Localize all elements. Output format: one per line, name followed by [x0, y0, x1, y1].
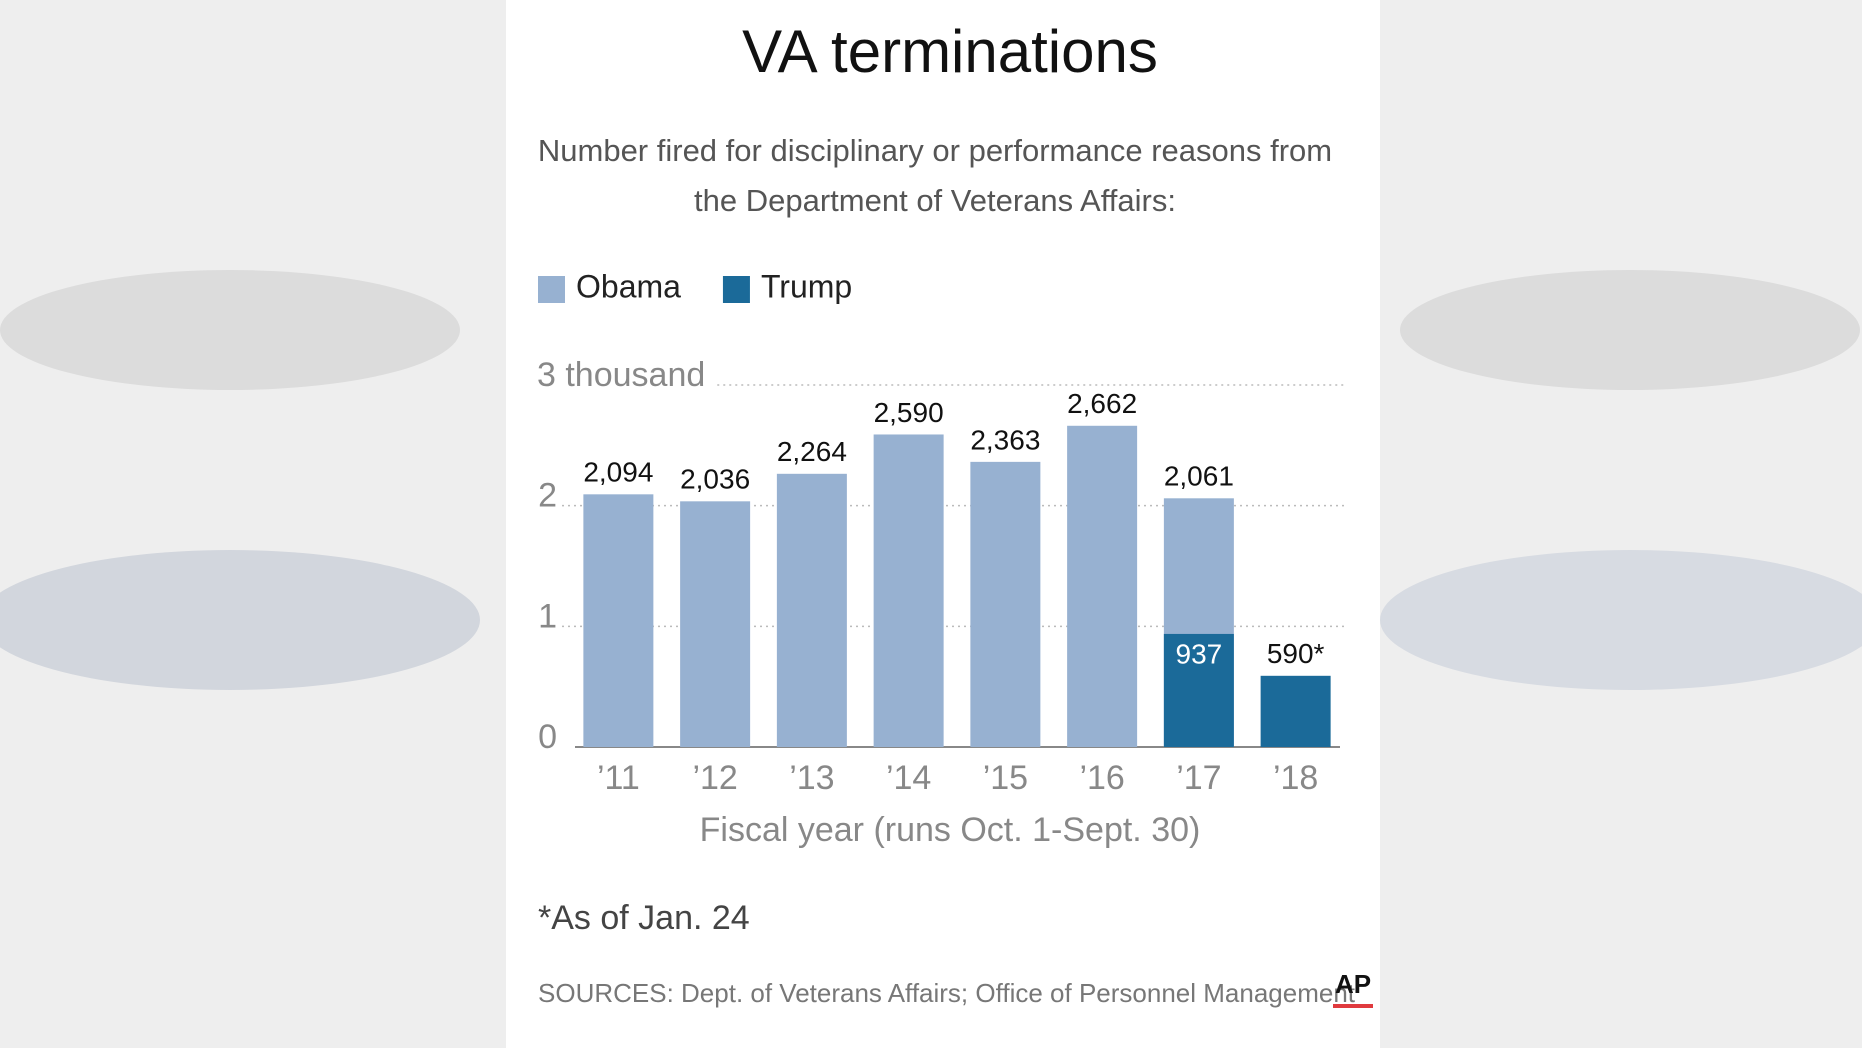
x-tick-label: ’13 [789, 759, 834, 797]
subtitle: Number fired for disciplinary or perform… [538, 133, 1332, 168]
x-tick-label: ’16 [1079, 759, 1124, 797]
legend-swatch [722, 276, 750, 303]
data-label: 2,363 [970, 424, 1040, 455]
data-label: 2,662 [1067, 388, 1137, 419]
bar [1260, 675, 1331, 747]
logo-underline [1333, 1004, 1373, 1008]
legend-label: Obama [576, 268, 681, 304]
y-tick-label: 3 thousand [537, 356, 705, 394]
data-label: 2,264 [777, 436, 847, 467]
blur-shape [1400, 270, 1860, 390]
chart-title: VA terminations [742, 18, 1158, 85]
y-tick-label: 0 [538, 718, 557, 756]
blur-shape [0, 270, 460, 390]
data-label: 2,036 [680, 464, 750, 495]
x-tick-label: ’14 [886, 759, 931, 797]
legend-label: Trump [761, 268, 852, 304]
data-label: 590* [1267, 638, 1325, 669]
bar [680, 501, 751, 747]
bar [583, 494, 654, 747]
y-tick-label: 2 [538, 477, 557, 515]
bar [1067, 425, 1138, 747]
x-tick-label: ’18 [1273, 759, 1318, 797]
data-label: 2,061 [1164, 461, 1234, 492]
subtitle: the Department of Veterans Affairs: [694, 183, 1176, 218]
x-tick-label: ’17 [1176, 759, 1221, 797]
blur-shape [0, 550, 480, 690]
logo: AP [1335, 969, 1371, 999]
x-tick-label: ’11 [597, 759, 640, 797]
footnote: *As of Jan. 24 [538, 899, 750, 937]
data-label: 2,094 [583, 457, 653, 488]
bar [873, 434, 944, 747]
bar [776, 473, 847, 747]
data-label: 937 [1176, 638, 1223, 669]
bar [1163, 633, 1234, 747]
x-axis-title: Fiscal year (runs Oct. 1-Sept. 30) [700, 811, 1201, 849]
source: SOURCES: Dept. of Veterans Affairs; Offi… [538, 978, 1356, 1008]
x-tick-label: ’12 [692, 759, 737, 797]
legend-swatch [538, 276, 565, 303]
blur-shape [1380, 550, 1862, 690]
y-tick-label: 1 [538, 597, 557, 635]
data-label: 2,590 [874, 397, 944, 428]
x-tick-label: ’15 [983, 759, 1028, 797]
bar [970, 461, 1041, 747]
